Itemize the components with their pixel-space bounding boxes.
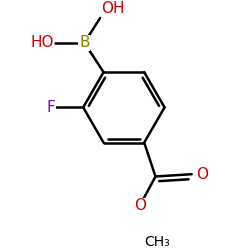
Text: O: O <box>196 167 208 182</box>
Text: HO: HO <box>30 35 54 50</box>
Text: OH: OH <box>101 1 125 16</box>
Text: O: O <box>134 198 146 213</box>
Text: CH₃: CH₃ <box>144 235 170 249</box>
Text: B: B <box>79 35 90 50</box>
Text: F: F <box>46 100 55 115</box>
